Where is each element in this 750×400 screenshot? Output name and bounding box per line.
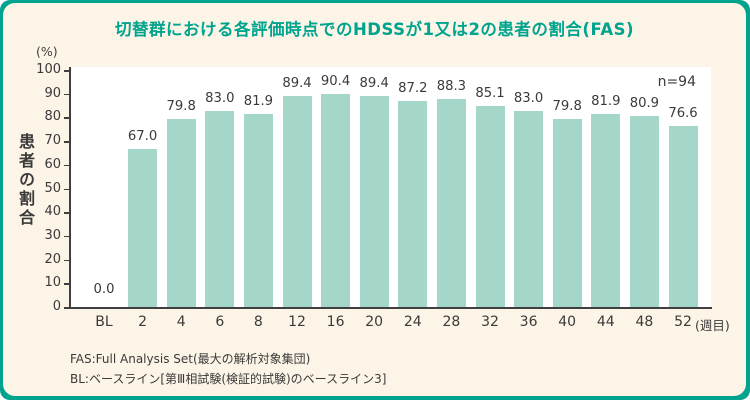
- bar: [436, 98, 466, 308]
- bar: [243, 113, 273, 308]
- y-tick-label: 0: [52, 299, 61, 314]
- chart-title: 切替群における各評価時点でのHDSSが1又は2の患者の割合(FAS): [114, 20, 635, 39]
- bar-value-label: 81.9: [243, 93, 274, 109]
- bar-value-label: 88.3: [436, 78, 467, 94]
- y-axis-line: [69, 67, 71, 308]
- y-tick-label: 30: [44, 227, 61, 243]
- bar: [475, 106, 505, 308]
- x-tick-label: 48: [635, 314, 654, 330]
- sample-size-annotation: n=94: [657, 74, 696, 90]
- bar-value-label: 83.0: [205, 91, 235, 107]
- bar: [514, 111, 544, 308]
- bar-value-label: 79.8: [552, 98, 582, 114]
- x-tick-label: 2: [138, 314, 148, 330]
- bar: [321, 93, 351, 308]
- plot-area: n=94 0.0 67.0 79.8 83.0 81.9 89.4 90.4 89.4 87.2…: [71, 67, 711, 308]
- x-tick-label: BL: [95, 314, 113, 330]
- bar-value-label: 67.0: [127, 129, 158, 145]
- y-tick-label: 10: [44, 275, 61, 291]
- x-tick-label: 6: [215, 314, 225, 330]
- x-tick-label: 20: [365, 314, 384, 330]
- bar: [591, 113, 621, 308]
- bar: [205, 111, 235, 308]
- x-tick-label: 36: [519, 314, 538, 330]
- bar-value-label: 0.0: [93, 282, 115, 297]
- bar-value-label: 83.0: [513, 91, 544, 107]
- bar: [166, 118, 196, 308]
- bar-value-label: 79.8: [166, 98, 196, 114]
- bar-value-label: 89.4: [282, 76, 312, 92]
- x-tick-label: 16: [326, 314, 345, 330]
- x-tick-label: 28: [442, 314, 461, 330]
- footnote-bl: BL:ベースライン[第Ⅲ相試験(検証的試験)のベースライン3]: [70, 372, 387, 386]
- bar-value-label: 85.1: [475, 86, 505, 102]
- x-tick-label: 32: [481, 314, 499, 330]
- x-tick-label: 40: [558, 314, 577, 330]
- bar-value-label: 87.2: [398, 81, 428, 97]
- bar: [282, 96, 312, 308]
- x-tick-label: 4: [176, 314, 186, 330]
- y-tick-label: 80: [44, 109, 61, 125]
- x-axis-unit-label: (週目): [695, 318, 730, 333]
- bar: [398, 101, 428, 308]
- bar: [668, 126, 698, 308]
- y-axis-title: 患者の割合: [16, 133, 35, 228]
- bar: [552, 118, 582, 308]
- y-axis-unit-label: (%): [36, 44, 58, 59]
- y-tick-label: 90: [44, 85, 61, 101]
- chart-panel: 切替群における各評価時点でのHDSSが1又は2の患者の割合(FAS) (%) 患…: [3, 3, 746, 396]
- y-tick-label: 20: [44, 251, 61, 267]
- bar: [359, 96, 389, 308]
- x-tick-label: 8: [253, 314, 263, 330]
- bar-value-label: 81.9: [591, 93, 621, 109]
- x-tick-label: 12: [288, 314, 306, 330]
- footnotes: FAS:Full Analysis Set(最大の解析対象集団) BL:ベースラ…: [70, 349, 386, 389]
- bar-value-label: 80.9: [629, 96, 660, 112]
- bar-value-label: 76.6: [668, 106, 698, 122]
- x-axis-line: [64, 307, 712, 309]
- bar: [629, 116, 659, 308]
- bar: [128, 149, 158, 308]
- x-tick-label: 44: [596, 314, 615, 330]
- bar-value-label: 90.4: [320, 73, 351, 89]
- bar-value-label: 89.4: [359, 76, 389, 92]
- x-tick-label: 24: [403, 314, 422, 330]
- y-tick-label: 100: [36, 62, 61, 77]
- footnote-fas: FAS:Full Analysis Set(最大の解析対象集団): [70, 352, 311, 366]
